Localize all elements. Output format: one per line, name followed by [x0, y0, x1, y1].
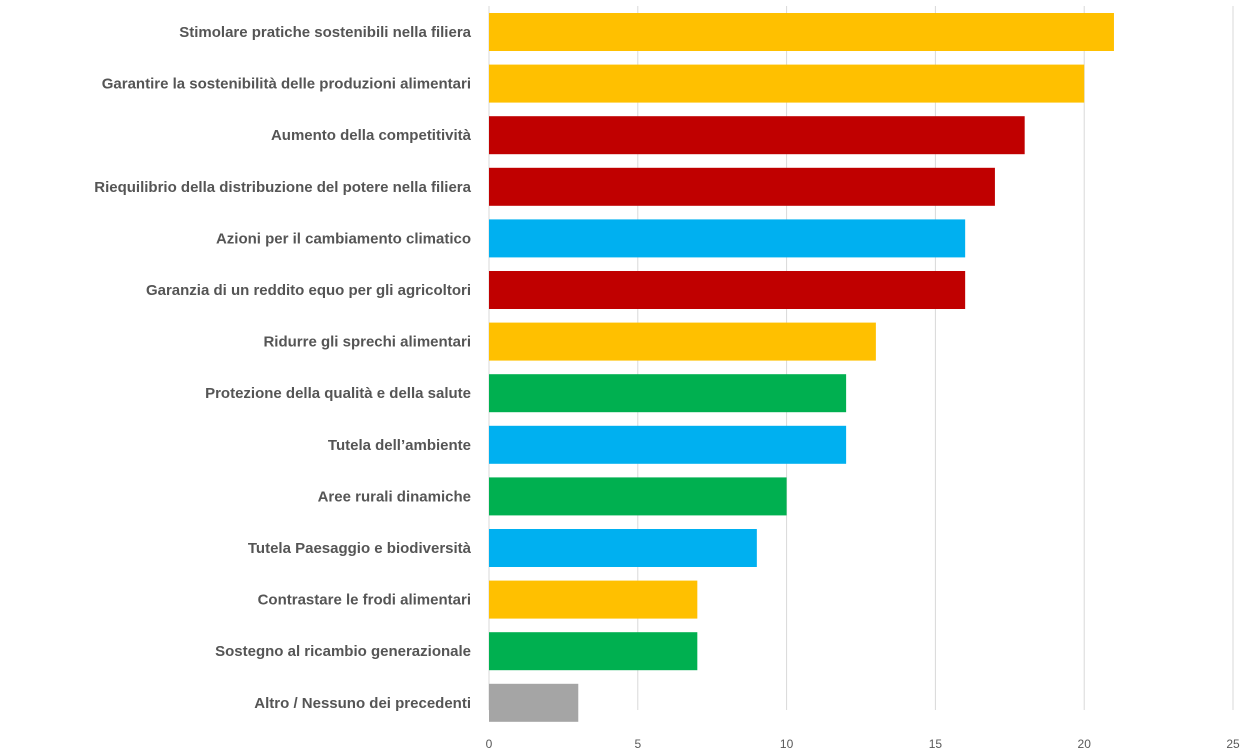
x-tick-label: 25 [1226, 737, 1240, 751]
bar [489, 374, 846, 412]
bar [489, 529, 757, 567]
x-tick-label: 15 [929, 737, 943, 751]
category-label: Stimolare pratiche sostenibili nella fil… [179, 24, 471, 41]
bar [489, 168, 995, 206]
category-label: Garantire la sostenibilità delle produzi… [102, 76, 471, 93]
category-label: Aumento della competitività [271, 127, 472, 144]
bar [489, 65, 1084, 103]
bar [489, 271, 965, 309]
bar [489, 13, 1114, 51]
x-axis-tick-labels: 0 5 10 15 20 25 [486, 737, 1240, 751]
x-tick-label: 10 [780, 737, 794, 751]
x-tick-label: 20 [1078, 737, 1092, 751]
x-tick-label: 0 [486, 737, 493, 751]
x-tick-label: 5 [634, 737, 641, 751]
bar [489, 581, 697, 619]
category-label: Protezione della qualità e della salute [205, 385, 471, 402]
category-label: Aree rurali dinamiche [318, 488, 471, 505]
bar [489, 684, 578, 722]
category-label: Altro / Nessuno dei precedenti [254, 695, 471, 712]
category-label: Tutela Paesaggio e biodiversità [248, 540, 472, 557]
bar [489, 477, 787, 515]
category-label: Azioni per il cambiamento climatico [216, 230, 471, 247]
category-label: Ridurre gli sprechi alimentari [263, 334, 471, 351]
bars [489, 13, 1114, 722]
category-label: Riequilibrio della distribuzione del pot… [94, 179, 471, 196]
bar [489, 323, 876, 361]
bar [489, 116, 1025, 154]
category-labels: Stimolare pratiche sostenibili nella fil… [94, 24, 471, 712]
category-label: Sostegno al ricambio generazionale [215, 643, 471, 660]
category-label: Contrastare le frodi alimentari [258, 592, 471, 609]
category-label: Garanzia di un reddito equo per gli agri… [146, 282, 471, 299]
category-label: Tutela dell’ambiente [328, 437, 471, 454]
bar [489, 426, 846, 464]
bar [489, 219, 965, 257]
bar [489, 632, 697, 670]
